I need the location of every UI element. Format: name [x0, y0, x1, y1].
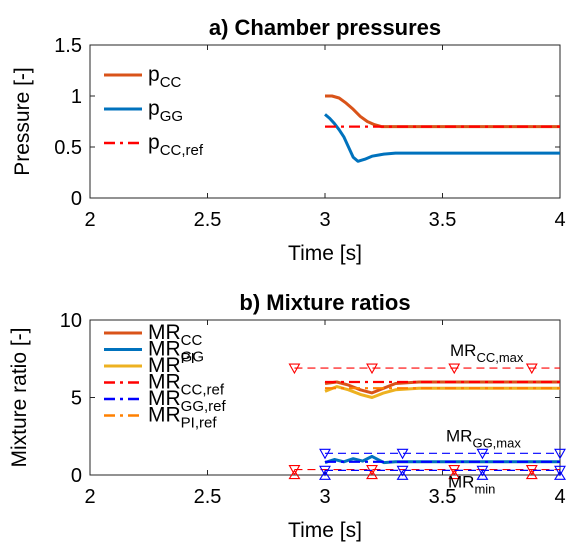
- limit-marker-up: [396, 470, 409, 480]
- limit-marker-up: [525, 469, 538, 480]
- limit-marker: [366, 363, 378, 375]
- limit-marker: [554, 465, 566, 477]
- x-tick-label: 4: [554, 209, 565, 231]
- panel-chamber-pressures: a) Chamber pressures 2 2.5 3 3.5 4 0 0.5 1 1.5 Tim…: [11, 15, 566, 265]
- x-axis-label: Time [s]: [288, 519, 362, 542]
- x-tick-label: 2.5: [194, 486, 222, 508]
- limit-marker: [476, 448, 489, 460]
- x-axis-label: Time [s]: [288, 242, 362, 265]
- limit-marker-up: [476, 470, 489, 480]
- y-tick-label: 0: [71, 465, 82, 487]
- legend-entry: pGG: [148, 97, 183, 125]
- y-tick-label: 0: [71, 188, 82, 210]
- legend-entry: MRPI: [148, 350, 195, 377]
- limit-marker-up: [554, 470, 566, 480]
- limit-annotation: MRGG,max: [446, 426, 521, 450]
- limit-marker: [319, 465, 331, 477]
- limit-marker: [476, 465, 489, 477]
- series-line-1: [324, 113, 560, 163]
- plot-area: [89, 44, 561, 199]
- limit-annotation: MRmin: [448, 473, 495, 497]
- limit-marker: [319, 448, 331, 460]
- legend-entry: MRCC,ref: [148, 371, 225, 399]
- chart-title: a) Chamber pressures: [209, 15, 441, 40]
- limit-marker: [288, 465, 301, 476]
- x-tick-label: 2.5: [194, 209, 222, 231]
- y-tick-label: 10: [60, 310, 82, 332]
- y-axis-label: Mixture ratio [-]: [8, 327, 31, 467]
- x-tick-label: 3: [319, 209, 330, 231]
- x-tick-label: 3.5: [429, 486, 457, 508]
- limit-marker-up: [319, 470, 331, 480]
- limit-marker: [448, 363, 461, 375]
- limit-marker-up: [366, 469, 378, 480]
- x-tick-label: 2: [84, 486, 95, 508]
- x-tick-label: 2: [84, 209, 95, 231]
- legend-entry: MRPI,ref: [148, 404, 217, 432]
- limit-marker: [525, 363, 538, 375]
- y-axis-label: Pressure [-]: [11, 67, 34, 176]
- legend-entry: pCC,ref: [148, 131, 204, 159]
- y-tick-label: 1: [71, 86, 82, 108]
- x-tick-label: 4: [554, 486, 565, 508]
- x-tick-label: 3: [319, 486, 330, 508]
- limit-marker-up: [288, 469, 301, 480]
- limit-marker-up: [448, 469, 461, 480]
- limit-marker: [288, 363, 301, 375]
- chart-title: b) Mixture ratios: [239, 290, 410, 315]
- y-tick-label: 1.5: [54, 35, 82, 57]
- legend: pCC pGG pCC,ref: [104, 63, 204, 159]
- legend-entry: MRGG,ref: [148, 387, 227, 415]
- series-line-2: [324, 385, 560, 399]
- legend-entry: pCC: [148, 63, 182, 91]
- limit-marker: [554, 448, 566, 460]
- x-tick-label: 3.5: [429, 209, 457, 231]
- legend-entry: MRCC: [148, 321, 203, 349]
- y-tick-label: 5: [71, 388, 82, 410]
- y-tick-label: 0.5: [54, 137, 82, 159]
- limit-marker: [396, 448, 409, 460]
- legend-entry: MRGG: [148, 338, 204, 366]
- limit-marker: [396, 465, 409, 477]
- limit-annotation: MRCC,max: [450, 341, 524, 365]
- panel-mixture-ratios: b) Mixture ratios 2 2.5 3 3.5 4 0 5 10 Time [s] Mi…: [8, 290, 566, 542]
